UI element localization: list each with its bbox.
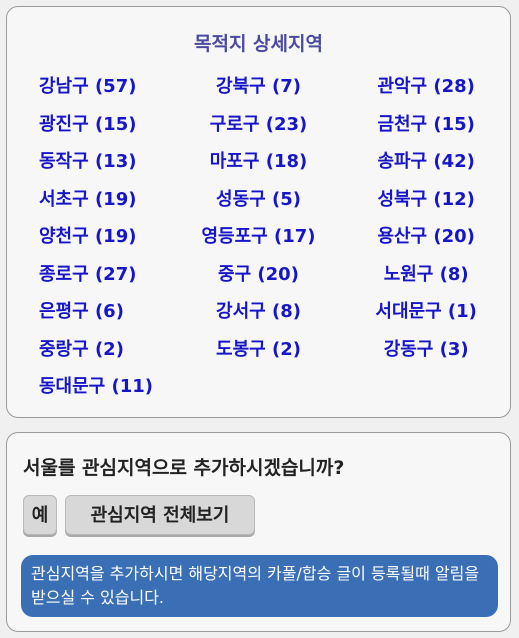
district-link[interactable]: 금천구 (15) bbox=[377, 113, 475, 135]
district-link[interactable]: 강남구 (57) bbox=[39, 76, 137, 97]
district-link[interactable]: 영등포구 (17) bbox=[201, 226, 316, 247]
district-link[interactable]: 송파구 (42) bbox=[377, 151, 475, 172]
view-all-interests-button[interactable]: 관심지역 전체보기 bbox=[65, 495, 255, 535]
district-link[interactable]: 중랑구 (2) bbox=[39, 338, 124, 360]
yes-button[interactable]: 예 bbox=[23, 495, 57, 535]
district-link[interactable]: 동작구 (13) bbox=[39, 151, 137, 172]
district-link[interactable]: 서초구 (19) bbox=[39, 188, 137, 210]
district-link[interactable]: 광진구 (15) bbox=[39, 113, 137, 135]
district-link[interactable]: 마포구 (18) bbox=[209, 151, 308, 172]
district-link[interactable]: 강서구 (8) bbox=[216, 301, 301, 322]
district-link[interactable]: 구로구 (23) bbox=[209, 113, 308, 135]
district-link[interactable]: 양천구 (19) bbox=[39, 226, 137, 247]
district-link[interactable]: 관악구 (28) bbox=[377, 76, 475, 97]
district-link[interactable]: 강동구 (3) bbox=[383, 338, 469, 360]
district-link[interactable]: 성동구 (5) bbox=[216, 188, 301, 210]
district-link[interactable]: 중구 (20) bbox=[218, 263, 299, 285]
add-interest-question: 서울를 관심지역으로 추가하시겠습니까? bbox=[23, 457, 345, 479]
add-interest-panel: 서울를 관심지역으로 추가하시겠습니까? 예 관심지역 전체보기 관심지역을 추… bbox=[6, 432, 511, 632]
district-link[interactable]: 도봉구 (2) bbox=[216, 338, 301, 360]
district-grid: 강남구 (57) 강북구 (7) 관악구 (28) 광진구 (15) 구로구 (23) 금… bbox=[7, 68, 510, 406]
district-link[interactable]: 서대문구 (1) bbox=[375, 301, 477, 322]
district-link[interactable]: 동대문구 (11) bbox=[39, 376, 154, 397]
district-link[interactable]: 은평구 (6) bbox=[39, 301, 124, 322]
district-link[interactable]: 성북구 (12) bbox=[377, 188, 475, 210]
district-link[interactable]: 용산구 (20) bbox=[377, 226, 475, 247]
district-link[interactable]: 노원구 (8) bbox=[383, 263, 469, 285]
district-list-panel: 목적지 상세지역 강남구 (57) 강북구 (7) 관악구 (28) 광진구 (15)… bbox=[6, 6, 511, 418]
district-link[interactable]: 종로구 (27) bbox=[39, 263, 137, 285]
panel-title: 목적지 상세지역 bbox=[194, 33, 323, 55]
district-link[interactable]: 강북구 (7) bbox=[216, 76, 301, 97]
notification-info-banner: 관심지역을 추가하시면 해당지역의 카풀/합승 글이 등록될때 알림을 받으실 … bbox=[21, 555, 498, 617]
